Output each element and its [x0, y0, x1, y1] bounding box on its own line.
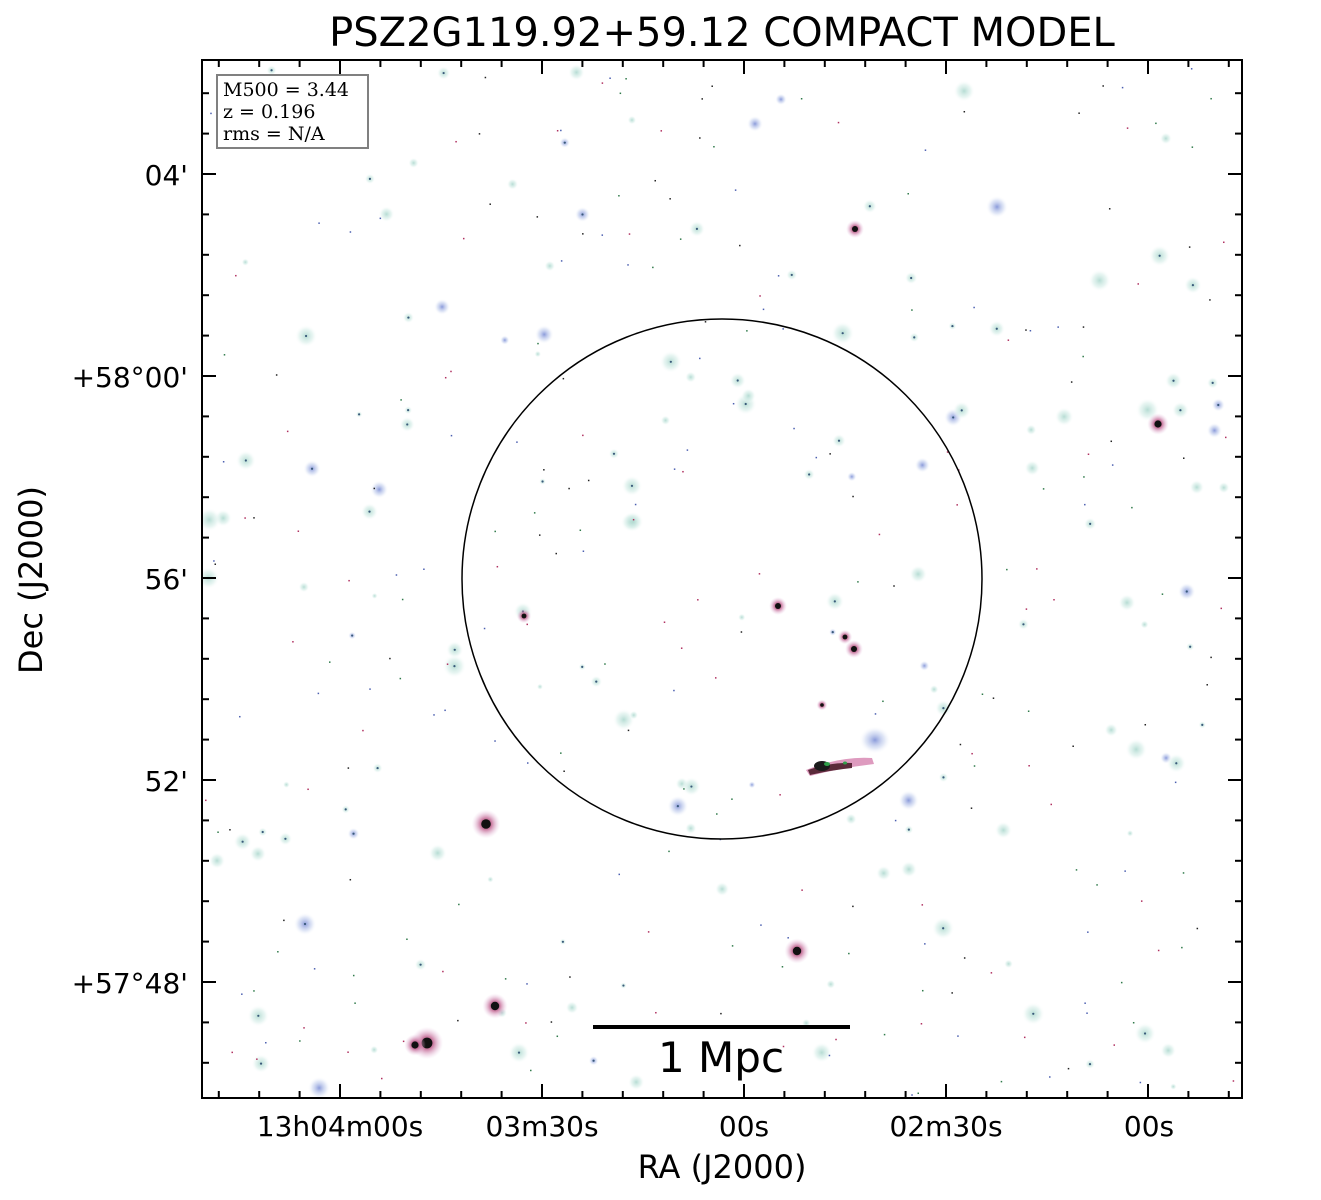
- x-axis-label: RA (J2000): [638, 1148, 807, 1186]
- x-tick-label-0: 13h04m00s: [257, 1110, 424, 1143]
- y-tick-label-1: +58°00': [72, 361, 188, 394]
- x-tick-label-2: 00s: [719, 1110, 769, 1143]
- x-tick-label-4: 00s: [1124, 1110, 1174, 1143]
- y-axis-label: Dec (J2000): [12, 486, 50, 674]
- y-tick-labels: 04' +58°00' 56' 52' +57°48': [72, 159, 188, 1000]
- y-tick-label-3: 52': [145, 765, 188, 798]
- y-tick-label-2: 56': [145, 563, 188, 596]
- figure-title: PSZ2G119.92+59.12 COMPACT MODEL: [329, 10, 1115, 56]
- x-tick-labels: 13h04m00s 03m30s 00s 02m30s 00s: [257, 1110, 1174, 1143]
- info-redshift: z = 0.196: [223, 101, 315, 123]
- x-tick-label-3: 02m30s: [889, 1110, 1002, 1143]
- info-mass: M500 = 3.44: [223, 79, 349, 101]
- plot-area: [202, 60, 1242, 1098]
- scale-bar: 1 Mpc: [593, 1025, 850, 1082]
- y-tick-label-4: +57°48': [72, 967, 188, 1000]
- axis-ticks: [202, 60, 1242, 1098]
- info-rms: rms = N/A: [223, 123, 325, 145]
- y-tick-label-0: 04': [145, 159, 188, 192]
- radio-sources-layer: [202, 64, 1235, 1098]
- scale-bar-label: 1 Mpc: [658, 1033, 784, 1082]
- extended-radio-source: [806, 726, 891, 776]
- info-box: M500 = 3.44 z = 0.196 rms = N/A: [216, 74, 369, 149]
- x-tick-label-1: 03m30s: [485, 1110, 598, 1143]
- r500-circle: [461, 318, 983, 840]
